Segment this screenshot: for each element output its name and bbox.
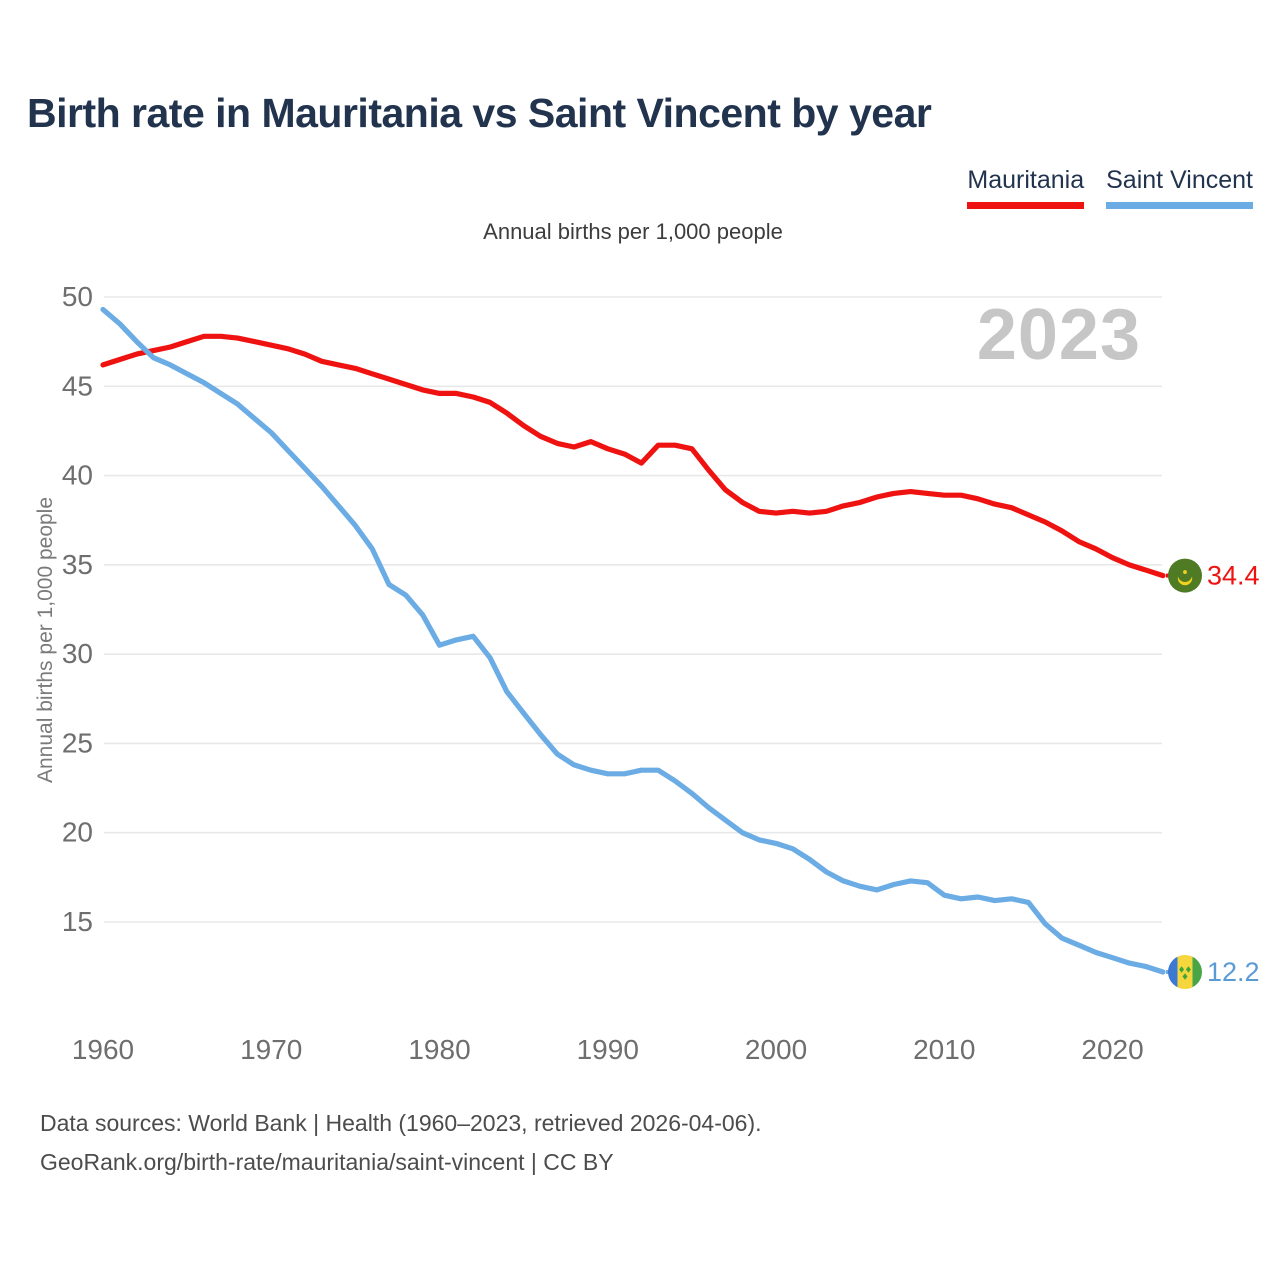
page-title: Birth rate in Mauritania vs Saint Vincen…	[27, 90, 932, 136]
x-tick-2000: 2000	[745, 1034, 807, 1065]
y-tick-35: 35	[62, 549, 93, 580]
legend-item-mauritania[interactable]: Mauritania	[967, 166, 1085, 209]
x-tick-1990: 1990	[577, 1034, 639, 1065]
y-tick-15: 15	[62, 906, 93, 937]
y-tick-50: 50	[62, 281, 93, 312]
chart-subtitle: Annual births per 1,000 people	[483, 219, 783, 244]
legend: Mauritania Saint Vincent	[967, 166, 1253, 209]
x-tick-2010: 2010	[913, 1034, 975, 1065]
legend-item-saint-vincent[interactable]: Saint Vincent	[1106, 166, 1253, 209]
footer: Data sources: World Bank | Health (1960–…	[40, 1104, 762, 1182]
y-tick-40: 40	[62, 460, 93, 491]
y-tick-45: 45	[62, 370, 93, 401]
mauritania-value-label: 34.4	[1207, 561, 1260, 591]
x-tick-1960: 1960	[72, 1034, 134, 1065]
legend-label-mauritania: Mauritania	[967, 166, 1085, 194]
y-tick-30: 30	[62, 638, 93, 669]
mauritania-flag-crescent-mask	[1177, 567, 1193, 582]
saint-vincent-flag-diamond	[1182, 973, 1188, 980]
year-watermark: 2023	[976, 295, 1141, 375]
saint-vincent-value-label: 12.2	[1207, 957, 1260, 987]
saint-vincent-flag-diamond	[1185, 966, 1191, 973]
saint-vincent-flag-blue-band	[1168, 954, 1178, 989]
x-tick-1970: 1970	[240, 1034, 302, 1065]
x-tick-2020: 2020	[1081, 1034, 1143, 1065]
legend-label-saint-vincent: Saint Vincent	[1106, 166, 1253, 194]
footer-attribution: GeoRank.org/birth-rate/mauritania/saint-…	[40, 1149, 614, 1175]
saint-vincent-flag-yellow-band	[1177, 954, 1193, 989]
saint-vincent-flag-diamond	[1179, 966, 1185, 973]
y-tick-20: 20	[62, 817, 93, 848]
y-tick-25: 25	[62, 727, 93, 758]
footer-data-sources: Data sources: World Bank | Health (1960–…	[40, 1110, 762, 1136]
mauritania-flag-star	[1183, 570, 1187, 574]
x-tick-1980: 1980	[408, 1034, 470, 1065]
series-line-saint-vincent[interactable]	[100, 306, 1166, 975]
saint-vincent-flag-green-band	[1192, 954, 1202, 989]
series-line-mauritania[interactable]	[100, 333, 1166, 579]
